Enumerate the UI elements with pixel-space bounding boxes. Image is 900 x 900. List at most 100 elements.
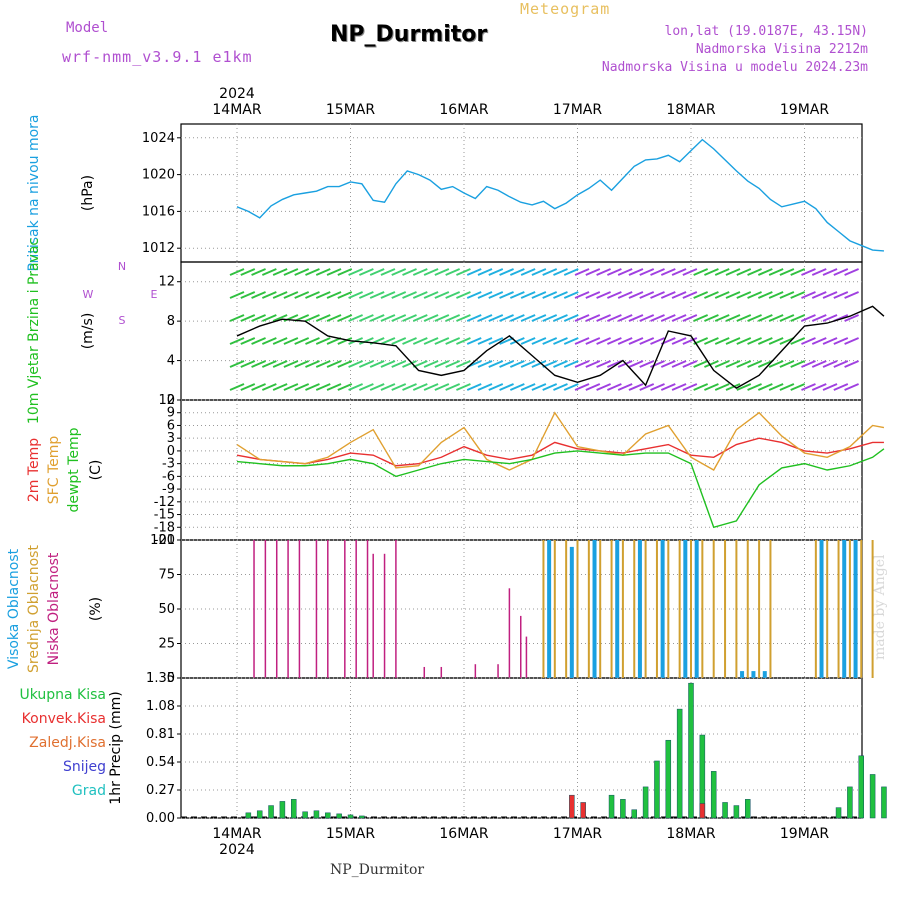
wind-barb [456, 268, 471, 276]
wind-barb [585, 291, 601, 299]
wind-barb [251, 337, 266, 345]
cloud-bar [735, 540, 738, 678]
wind-barb [639, 337, 655, 345]
y-tick-label: 25 [158, 637, 175, 652]
wind-barb [639, 291, 655, 299]
wind-barb [671, 268, 687, 276]
wind-barb [811, 383, 827, 391]
cloud-bar [383, 553, 386, 678]
wind-barb [348, 268, 364, 276]
wind-barb [520, 337, 536, 345]
wind-barb [477, 383, 493, 391]
wind-barb [423, 383, 439, 391]
wind-barb [391, 268, 407, 276]
cloud-bar [853, 540, 858, 678]
wind-barb [790, 268, 806, 276]
wind-barb [822, 268, 838, 276]
cloud-bar [542, 540, 545, 678]
wind-barb [725, 291, 741, 299]
footer-station: NP_Durmitor [330, 862, 425, 878]
wind-barb [261, 383, 277, 391]
wind-barb [348, 291, 364, 299]
wind-barb [617, 268, 633, 276]
wind-barb [844, 268, 859, 276]
wind-barb [768, 360, 784, 368]
wind-barb [294, 360, 310, 368]
wind-barb [768, 291, 784, 299]
wind-barb [251, 314, 266, 322]
pressure-line [236, 138, 885, 252]
wind-barb [423, 268, 439, 276]
cloud-bar [751, 671, 756, 678]
wind-barb [445, 360, 461, 368]
model-elevation: Nadmorska Visina u modelu 2024.23m [601, 60, 868, 75]
y-tick-label: -21 [154, 533, 175, 548]
wind-barb [240, 291, 256, 299]
wind-barb [596, 291, 611, 299]
wind-barb [358, 291, 374, 299]
wind-barb [660, 360, 676, 368]
wind-barb [509, 291, 525, 299]
wind-barb [628, 291, 644, 299]
wind-barb [606, 337, 622, 345]
wind-barb [811, 337, 827, 345]
wind-barb [402, 383, 417, 391]
wind-barb [801, 291, 816, 299]
bottom-date-label: 16MAR [439, 826, 488, 842]
wind-barb [757, 383, 773, 391]
model-name: wrf-nmm_v3.9.1 e1km [62, 48, 253, 66]
wind-barb [380, 314, 396, 322]
precip-bar [699, 803, 706, 819]
wind-barb [596, 314, 611, 322]
cloud-bar [547, 540, 552, 678]
wind-barb [606, 268, 622, 276]
station-coords: lon,lat (19.0187E, 43.15N) [664, 24, 869, 39]
wind-barb [477, 268, 493, 276]
wind-barb [563, 291, 579, 299]
cloud-bar [860, 540, 863, 678]
wind-barb [585, 268, 601, 276]
wind-barb [509, 268, 525, 276]
wind-title: 10m Vjetar Brzina i Pravac [26, 238, 42, 424]
wind-barb [261, 360, 277, 368]
wind-barb [542, 314, 558, 322]
wind-barb [736, 360, 752, 368]
wind-barb [811, 360, 827, 368]
wind-barb [660, 291, 676, 299]
meteogram-label: Meteogram [520, 0, 611, 18]
y-tick-label: 1.08 [146, 699, 175, 714]
wind-barb [617, 383, 633, 391]
cloud-bar [610, 540, 613, 678]
wind-barb [509, 314, 525, 322]
wind-barb [844, 314, 859, 322]
wind-barb [628, 337, 644, 345]
wind-barb [229, 314, 245, 322]
cloud-bar [497, 664, 499, 678]
wind-barb [520, 314, 536, 322]
wind-barb [574, 291, 590, 299]
cloud-bar [814, 540, 817, 678]
wind-barb [671, 383, 687, 391]
wind-barb [315, 337, 331, 345]
wind-barb [725, 360, 741, 368]
wind-barb [779, 383, 795, 391]
wind-barb [822, 383, 838, 391]
precip-bar [256, 810, 263, 819]
panel-frame [180, 399, 863, 541]
cloud-bar [644, 540, 647, 678]
precip-legend-item: Konvek.Kisa [22, 711, 106, 727]
wind-barb [704, 268, 719, 276]
wind-barb [499, 383, 514, 391]
wind-barb [650, 360, 665, 368]
wind-barb [704, 337, 719, 345]
precip-bar [847, 786, 853, 819]
y-tick-label: 12 [158, 393, 175, 408]
cloud-bar [592, 540, 597, 678]
wind-barb [650, 337, 665, 345]
precip-bar [676, 708, 683, 819]
wind-barb [757, 291, 773, 299]
wind-barb [477, 337, 493, 345]
wind-barb [628, 268, 644, 276]
wind-barb [693, 383, 709, 391]
wind-barb [477, 314, 493, 322]
